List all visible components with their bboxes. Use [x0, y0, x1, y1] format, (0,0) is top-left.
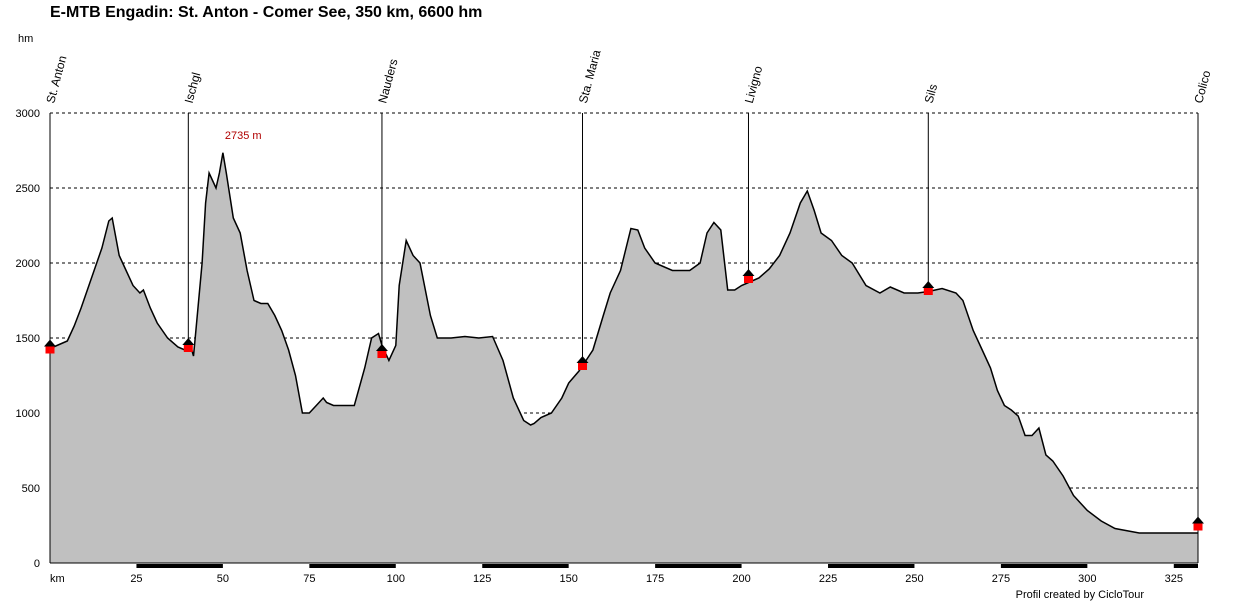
waypoint-roof-icon	[922, 281, 935, 288]
elevation-line	[49, 152, 1198, 534]
x-tick-label: 325	[1165, 573, 1183, 585]
waypoint-marker-icon	[743, 276, 753, 283]
credit-text: Profil created by CicloTour	[1015, 589, 1144, 601]
km-scale-segment	[136, 564, 223, 568]
waypoint-roof-icon	[742, 269, 755, 276]
y-tick-label: 3000	[16, 108, 40, 120]
y-tick-label: 2000	[16, 258, 40, 270]
waypoint-roof-icon	[375, 344, 388, 351]
waypoint-label: Ischgl	[182, 71, 204, 105]
y-tick-label: 0	[34, 558, 40, 570]
km-scale-segment	[828, 564, 915, 568]
km-scale-segment	[1173, 564, 1198, 568]
x-tick-label: 100	[387, 573, 405, 585]
y-axis-label: hm	[18, 33, 33, 45]
waypoint-roof-icon	[1192, 516, 1204, 524]
chart-title: E-MTB Engadin: St. Anton - Comer See, 35…	[50, 4, 483, 21]
waypoint-roof-icon	[576, 356, 589, 363]
waypoint-marker-icon	[578, 363, 588, 370]
waypoint-marker-icon	[1193, 523, 1203, 531]
waypoint-label: Sils	[922, 82, 941, 104]
elevation-area	[50, 152, 1198, 564]
waypoint-marker-icon	[923, 288, 933, 295]
x-tick-label: 300	[1078, 573, 1096, 585]
x-tick-label: 75	[303, 573, 315, 585]
x-axis-label: km	[50, 573, 65, 585]
x-tick-label: 200	[732, 573, 750, 585]
x-tick-label: 175	[646, 573, 664, 585]
x-tick-label: 150	[559, 573, 577, 585]
y-tick-label: 1500	[16, 333, 40, 345]
x-tick-label: 225	[819, 573, 837, 585]
waypoint-marker-icon	[377, 351, 387, 358]
y-tick-label: 1000	[16, 408, 40, 420]
waypoint-roof-icon	[182, 338, 195, 345]
x-tick-label: 275	[992, 573, 1010, 585]
x-tick-label: 25	[130, 573, 142, 585]
km-scale-segment	[1000, 564, 1088, 568]
peak-label: 2735 m	[225, 130, 262, 142]
km-scale-segment	[482, 564, 569, 568]
x-tick-label: 125	[473, 573, 491, 585]
waypoint-marker-icon	[183, 345, 193, 352]
waypoint-roof-icon	[44, 339, 56, 347]
waypoint-marker-icon	[45, 346, 55, 354]
x-tick-label: 250	[905, 573, 923, 585]
waypoint-label: Livigno	[742, 64, 765, 105]
x-tick-label: 50	[217, 573, 229, 585]
y-tick-label: 2500	[16, 183, 40, 195]
waypoint-label: Sta. Maria	[576, 48, 604, 105]
km-scale-segment	[309, 564, 396, 568]
waypoint-label: St. Anton	[43, 54, 69, 105]
waypoint-label: Colico	[1191, 69, 1213, 105]
km-scale-segment	[655, 564, 742, 568]
y-tick-label: 500	[22, 483, 40, 495]
waypoint-label: Nauders	[375, 57, 400, 104]
